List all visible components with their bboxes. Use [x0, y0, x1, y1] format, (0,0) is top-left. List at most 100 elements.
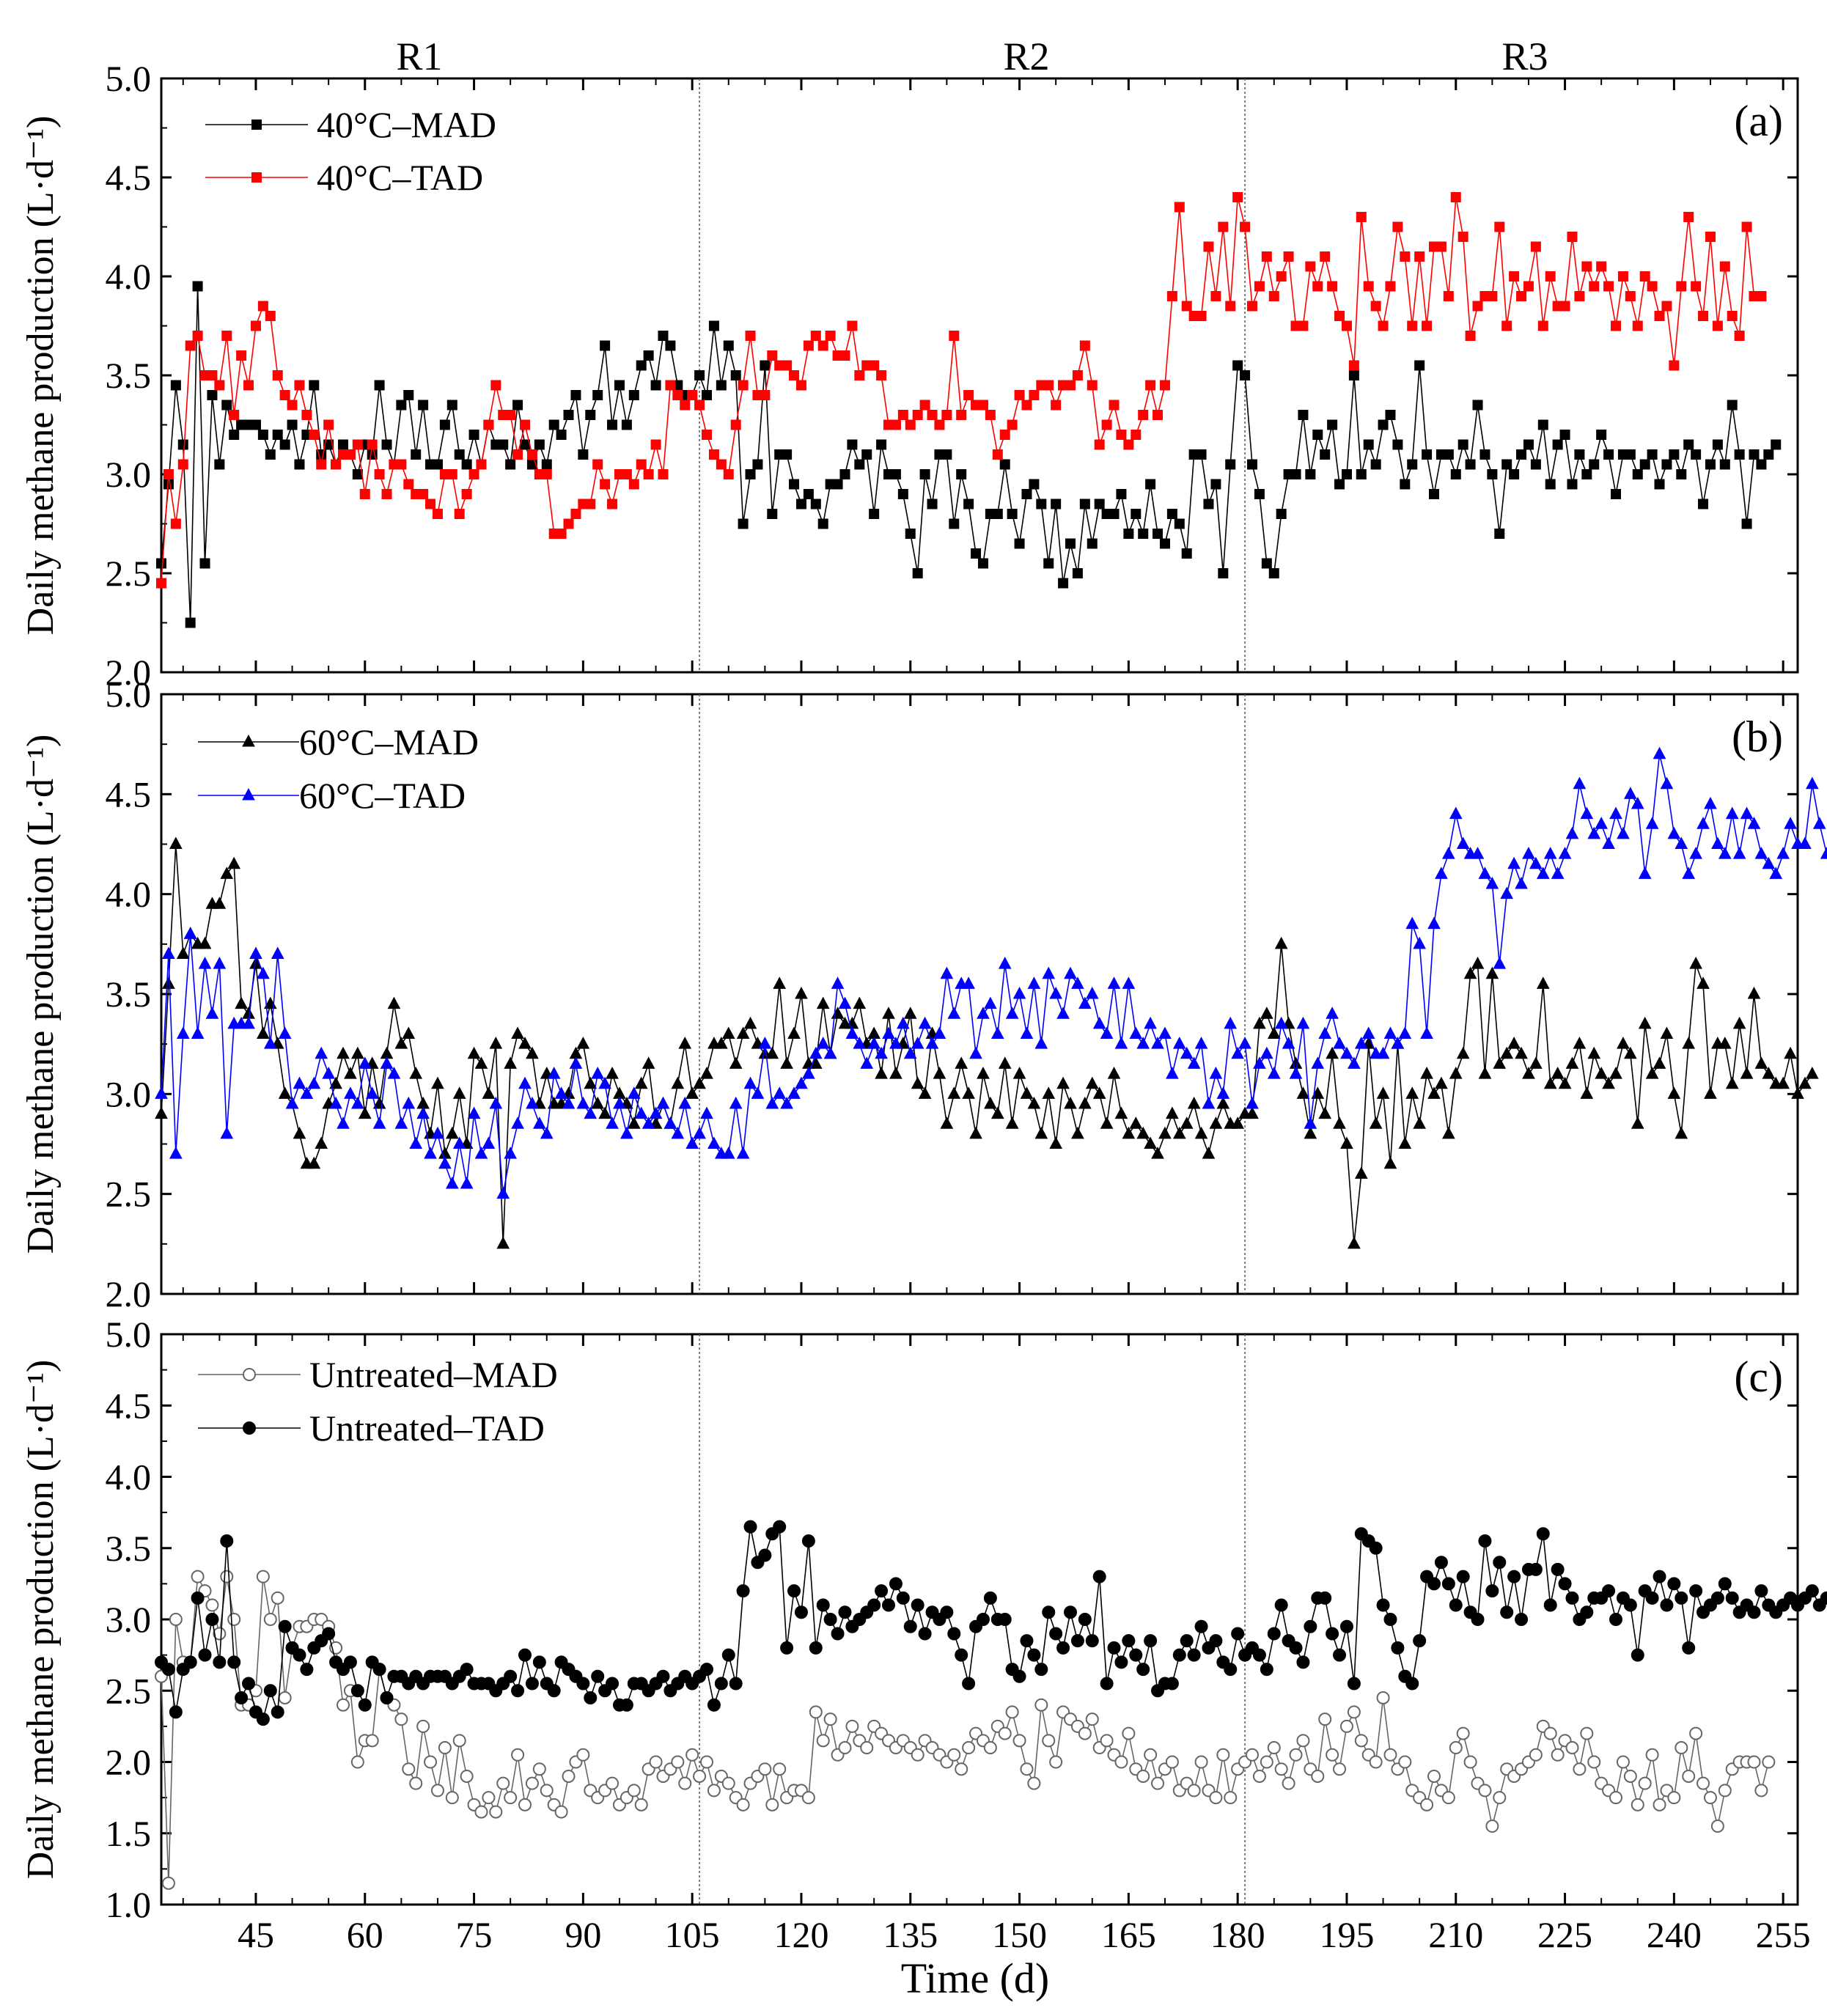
data-point [1231, 1627, 1245, 1641]
data-point [678, 1096, 692, 1109]
data-point [1289, 1641, 1303, 1655]
data-point [279, 390, 290, 400]
data-point [504, 1056, 517, 1069]
data-point [889, 1577, 903, 1591]
data-point [780, 1056, 793, 1069]
data-point [229, 410, 240, 420]
data-point [1136, 1769, 1150, 1783]
data-point [1276, 271, 1287, 282]
data-point [1172, 1037, 1186, 1049]
data-point [1485, 1584, 1499, 1598]
data-point [591, 1067, 605, 1079]
data-point [947, 1627, 961, 1641]
data-point [1669, 449, 1680, 460]
data-point [1478, 867, 1492, 879]
data-point [372, 1116, 386, 1129]
data-point [600, 340, 611, 351]
data-point [177, 439, 188, 450]
data-point [1166, 1067, 1179, 1079]
data-point [1712, 320, 1723, 331]
region-label-r1: R1 [396, 34, 442, 78]
data-point [1645, 1591, 1659, 1605]
series-Untreated–MAD [155, 1570, 1776, 1890]
data-point [1144, 1634, 1158, 1648]
data-point [636, 459, 647, 470]
data-point [1422, 320, 1433, 331]
data-point [278, 1026, 292, 1040]
data-point [250, 419, 261, 430]
data-point [606, 1067, 619, 1079]
data-point [474, 1805, 488, 1819]
data-point [875, 1067, 888, 1079]
data-point [962, 1741, 976, 1755]
data-point [1427, 1086, 1441, 1099]
data-point [1478, 1534, 1492, 1548]
data-point [999, 459, 1010, 470]
data-point [1494, 221, 1505, 232]
data-point [548, 419, 559, 430]
data-point [1107, 1067, 1121, 1079]
data-point [1072, 568, 1083, 578]
data-point [1027, 1648, 1041, 1662]
data-point [518, 1076, 532, 1089]
data-point [512, 449, 523, 460]
series-line [161, 754, 1827, 1194]
data-point [1696, 1776, 1710, 1790]
data-point [227, 856, 241, 869]
data-point [236, 350, 247, 361]
legend-label: 40°C–TAD [317, 157, 483, 198]
data-point [736, 1798, 750, 1811]
data-point [576, 1748, 590, 1762]
data-point [1042, 1086, 1056, 1099]
data-point [511, 1116, 524, 1129]
data-point [496, 1186, 510, 1199]
y-tick-label: 3.5 [106, 974, 152, 1015]
data-point [1465, 331, 1476, 341]
data-point [1116, 430, 1127, 440]
data-point [823, 1613, 837, 1626]
data-point [729, 1056, 743, 1069]
data-point [1543, 1726, 1557, 1740]
data-point [1194, 1037, 1208, 1049]
data-point [860, 1056, 874, 1069]
data-point [505, 459, 516, 470]
data-point [403, 390, 414, 400]
data-point [205, 1007, 219, 1019]
data-point [1587, 826, 1601, 839]
data-point [1320, 251, 1331, 262]
data-point [890, 419, 901, 430]
data-point [658, 469, 669, 479]
data-point [1485, 1820, 1499, 1833]
data-point [394, 1116, 408, 1129]
region-label-r3: R3 [1501, 34, 1548, 78]
data-point [213, 1655, 227, 1669]
data-point [803, 489, 814, 499]
data-point [838, 1741, 852, 1755]
data-point [338, 439, 348, 450]
data-point [1100, 1677, 1114, 1691]
data-point [1551, 867, 1565, 879]
data-point [947, 1007, 961, 1019]
data-point [896, 1591, 910, 1605]
data-point [315, 1136, 328, 1149]
data-point [483, 419, 494, 430]
data-point [736, 1026, 750, 1040]
data-point [323, 419, 334, 430]
data-point [1580, 806, 1594, 820]
data-point [1209, 1634, 1223, 1648]
data-point [496, 1776, 510, 1790]
data-point [1530, 241, 1541, 252]
data-point [1129, 1116, 1143, 1129]
data-point [838, 996, 852, 1009]
data-point [345, 449, 356, 460]
data-point [949, 518, 960, 529]
data-point [1703, 1791, 1717, 1805]
data-point [1122, 976, 1136, 989]
data-point [556, 430, 567, 440]
data-point [541, 459, 552, 470]
data-point [1131, 509, 1142, 519]
data-point [1653, 1798, 1666, 1811]
data-point [962, 976, 975, 989]
y-tick-label: 3.5 [106, 1528, 152, 1569]
data-point [381, 439, 392, 450]
